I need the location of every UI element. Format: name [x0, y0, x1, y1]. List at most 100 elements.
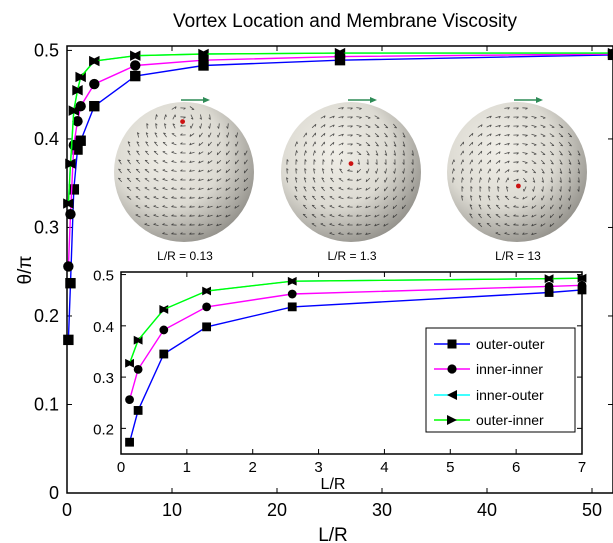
- legend-entry-outer-outer: outer-outer: [434, 336, 545, 352]
- inset-x-tick-label: 0: [117, 459, 125, 476]
- main-x-tick-label: 0: [62, 500, 72, 520]
- main-point-outer-outer: [130, 70, 141, 82]
- velocity-field: [451, 107, 581, 236]
- legend-entry-outer-inner: outer-inner: [434, 412, 544, 428]
- vortex-dot: [516, 183, 521, 189]
- main-y-tick-label: 0: [49, 483, 59, 503]
- main-point-outer-inner: [68, 105, 80, 116]
- inset-point-inner-inner: [159, 325, 169, 335]
- inset-point-outer-inner: [544, 274, 554, 284]
- velocity-arrow-head: [370, 97, 377, 103]
- inset-x-tick-label: 4: [380, 459, 388, 476]
- main-y-tick-label: 0.1: [34, 394, 59, 414]
- main-point-outer-outer: [72, 144, 83, 155]
- sphere-label: L/R = 0.13: [157, 249, 213, 263]
- inset-point-outer-inner: [133, 335, 143, 345]
- main-x-tick-label: 30: [372, 500, 392, 520]
- main-y-tick-label: 0.3: [34, 217, 59, 237]
- inset-y-tick-label: 0.4: [93, 319, 114, 336]
- legend-entry-inner-outer: inner-outer: [434, 387, 544, 403]
- inset-point-outer-outer: [577, 285, 587, 295]
- vortex-dot: [348, 161, 354, 167]
- legend-label-outer-inner: outer-inner: [476, 412, 544, 428]
- main-series-outer-outer: [63, 49, 613, 346]
- main-series: [63, 47, 613, 346]
- legend-marker-outer-inner: [447, 415, 457, 425]
- legend-marker-outer-outer: [447, 339, 457, 349]
- sphere-2: L/R = 1.3: [281, 97, 421, 263]
- main-point-inner-inner: [65, 208, 76, 220]
- main-x-axis-label: L/R: [318, 525, 348, 543]
- main-point-outer-inner: [72, 85, 83, 96]
- main-x-tick-label: 20: [267, 500, 287, 520]
- legend-marker-inner-outer: [447, 390, 457, 400]
- main-point-outer-inner: [334, 47, 346, 59]
- inset-point-inner-inner: [133, 365, 143, 374]
- velocity-arrows: [451, 107, 581, 236]
- inset-point-outer-outer: [125, 437, 134, 447]
- inset-point-inner-inner: [577, 280, 587, 290]
- main-y-tick-label: 0.2: [34, 306, 59, 326]
- inset-point-outer-inner: [125, 358, 134, 368]
- main-point-outer-outer: [89, 100, 100, 112]
- inset-plot-frame: [120, 271, 583, 455]
- inset-x-tick-label: 1: [183, 459, 191, 476]
- main-point-outer-inner: [65, 158, 76, 169]
- main-point-outer-outer: [68, 184, 80, 195]
- inset-y-tick-label: 0.5: [93, 268, 114, 285]
- main-x-tick-label: 40: [477, 500, 497, 520]
- main-point-outer-inner: [607, 47, 613, 59]
- sphere-1: L/R = 0.13: [114, 97, 254, 263]
- main-series-line-inner-inner: [67, 53, 613, 267]
- inset-x-tick-label: 6: [512, 459, 520, 476]
- inset-x-tick-label: 5: [446, 459, 454, 476]
- velocity-arrow-head: [536, 97, 543, 103]
- inset-point-inner-inner: [544, 281, 554, 291]
- inset-point-outer-inner: [202, 286, 212, 296]
- legend-entry-inner-inner: inner-inner: [434, 361, 543, 377]
- inset-series: [125, 273, 587, 447]
- inset-series-outer-inner: [125, 273, 587, 368]
- sphere-label: L/R = 1.3: [327, 249, 376, 263]
- sphere-insets: L/R = 0.13 L/R = 1.3 L/R = 13: [114, 97, 587, 263]
- main-point-inner-inner: [130, 60, 141, 71]
- inset-x-tick-label: 2: [249, 459, 257, 476]
- main-series-outer-inner: [63, 47, 613, 209]
- main-point-outer-inner: [198, 48, 209, 60]
- main-y-axis-label: θ/π: [15, 256, 36, 285]
- sphere-3: L/R = 13: [447, 97, 587, 263]
- velocity-field: [117, 106, 249, 235]
- legend: outer-outer inner-inner inner-outer oute…: [425, 327, 576, 433]
- main-series-line-outer-outer: [67, 54, 613, 340]
- main-point-inner-inner: [89, 78, 100, 90]
- inset-x-tick-label: 7: [578, 459, 586, 476]
- inset-point-inner-inner: [125, 395, 134, 405]
- inset-point-outer-outer: [287, 302, 297, 312]
- inset-point-outer-outer: [544, 288, 554, 297]
- velocity-arrows: [286, 107, 415, 236]
- main-point-outer-outer: [198, 60, 209, 71]
- inset-point-outer-outer: [159, 349, 169, 359]
- main-point-inner-inner: [68, 139, 80, 151]
- inset-y-tick-label: 0.2: [93, 421, 114, 438]
- sphere-label: L/R = 13: [495, 249, 541, 263]
- main-point-outer-outer: [63, 334, 74, 346]
- legend-label-outer-outer: outer-outer: [476, 336, 545, 352]
- inset-x-axis-label: L/R: [321, 476, 346, 493]
- main-series-line-outer-inner: [67, 52, 613, 204]
- inset-axis-ticks: 0 1 2 3 4 5 6 7 0.2 0.3 0.4 0.5: [93, 268, 586, 476]
- legend-label-inner-outer: inner-outer: [476, 387, 544, 403]
- velocity-field: [286, 107, 415, 236]
- main-point-outer-outer: [75, 135, 86, 146]
- inset-point-outer-outer: [202, 322, 212, 332]
- inset-point-outer-inner: [159, 305, 169, 314]
- main-point-outer-inner: [130, 50, 141, 61]
- main-point-outer-inner: [63, 198, 74, 209]
- velocity-arrow-head: [203, 97, 210, 103]
- legend-label-inner-inner: inner-inner: [476, 361, 543, 377]
- main-y-tick-label: 0.5: [34, 40, 59, 60]
- inset-x-tick-label: 3: [314, 459, 322, 476]
- inset-point-outer-outer: [133, 406, 143, 415]
